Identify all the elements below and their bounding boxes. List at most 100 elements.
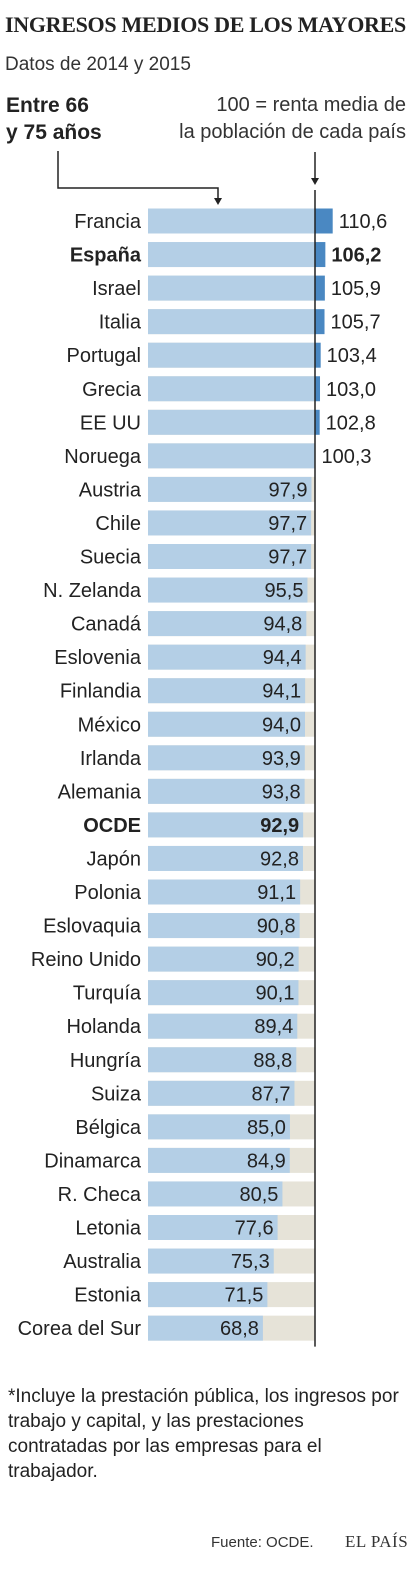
value-label-francia: 110,6 — [339, 211, 388, 233]
category-label-japon: Japón — [87, 848, 142, 870]
value-label-r-checa: 80,5 — [239, 1184, 278, 1206]
category-label-noruega: Noruega — [64, 446, 142, 468]
age-group-label: Entre 66 y 75 años — [6, 94, 102, 144]
bar-japon — [148, 845, 303, 871]
group-label-connector — [57, 151, 219, 200]
category-label-austria: Austria — [79, 479, 142, 501]
bar-irlanda — [148, 745, 305, 771]
category-label-eslovenia: Eslovenia — [54, 647, 142, 669]
category-label-espana: España — [70, 245, 142, 267]
category-label-alemania: Alemania — [58, 781, 142, 803]
bar-australia — [148, 1248, 274, 1274]
bar-italia — [148, 309, 315, 335]
footnote: *Incluye la prestación pública, los ingr… — [8, 1386, 399, 1482]
bar-dinamarca — [148, 1147, 290, 1173]
value-label-japon: 92,8 — [260, 848, 299, 870]
value-label-eslovaquia: 90,8 — [257, 916, 296, 938]
bar-espana — [148, 242, 315, 268]
publisher-brand: EL PAÍS — [345, 1532, 409, 1551]
bar-estonia — [148, 1282, 268, 1308]
bar-corea-del-sur — [148, 1315, 263, 1341]
value-label-chile: 97,7 — [268, 513, 307, 535]
category-label-r-checa: R. Checa — [58, 1184, 142, 1206]
value-label-polonia: 91,1 — [257, 882, 296, 904]
value-label-australia: 75,3 — [231, 1251, 270, 1273]
category-label-ocde: OCDE — [83, 815, 141, 837]
category-label-mexico: México — [78, 714, 141, 736]
bar-excess-italia — [315, 309, 325, 335]
value-label-suecia: 97,7 — [268, 547, 307, 569]
bar-eslovenia — [148, 644, 306, 670]
bar-israel — [148, 275, 315, 301]
source-credit: Fuente: OCDE. — [211, 1534, 314, 1551]
bar-letonia — [148, 1215, 278, 1240]
category-label-suiza: Suiza — [91, 1083, 142, 1105]
bar-finlandia — [148, 678, 306, 704]
bar-francia — [148, 208, 315, 234]
bar-austria — [148, 476, 312, 502]
bar-eslovaquia — [148, 913, 300, 939]
value-label-dinamarca: 84,9 — [247, 1150, 286, 1172]
category-label-letonia: Letonia — [75, 1218, 141, 1240]
value-label-austria: 97,9 — [269, 479, 308, 501]
category-label-turquia: Turquía — [73, 983, 142, 1005]
value-label-ee-uu: 102,8 — [326, 412, 376, 434]
value-label-suiza: 87,7 — [252, 1083, 291, 1105]
category-label-portugal: Portugal — [67, 345, 142, 367]
category-label-hungria: Hungría — [70, 1050, 142, 1072]
bar-excess-grecia — [315, 376, 321, 402]
bar-reino-unido — [148, 946, 299, 972]
category-label-ee-uu: EE UU — [80, 412, 141, 434]
category-label-estonia: Estonia — [74, 1285, 142, 1307]
chart-subtitle: Datos de 2014 y 2015 — [5, 54, 191, 75]
value-label-finlandia: 94,1 — [262, 681, 301, 703]
category-label-israel: Israel — [92, 278, 141, 300]
bar-chile — [148, 510, 312, 536]
value-label-hungria: 88,8 — [253, 1050, 292, 1072]
value-label-canada: 94,8 — [263, 614, 302, 636]
bar-holanda — [148, 1013, 298, 1039]
value-label-turquia: 90,1 — [256, 983, 295, 1005]
value-label-letonia: 77,6 — [235, 1218, 274, 1240]
value-label-reino-unido: 90,2 — [256, 949, 295, 971]
value-label-belgica: 85,0 — [247, 1117, 286, 1139]
bar-mexico — [148, 711, 305, 737]
bar-belgica — [148, 1114, 290, 1140]
value-label-espana: 106,2 — [331, 245, 381, 267]
bar-suecia — [148, 544, 312, 569]
value-label-n-zelanda: 95,5 — [265, 580, 304, 602]
bar-chart: Francia 110,6 España 106,2 Israel 105,9 Italia… — [18, 151, 388, 1347]
value-label-ocde: 92,9 — [260, 815, 299, 837]
bar-polonia — [148, 879, 301, 905]
category-label-grecia: Grecia — [82, 379, 142, 401]
category-label-finlandia: Finlandia — [60, 681, 142, 703]
value-label-corea-del-sur: 68,8 — [220, 1318, 259, 1340]
bar-n-zelanda — [148, 577, 308, 603]
bar-grecia — [148, 376, 315, 402]
value-label-holanda: 89,4 — [254, 1016, 293, 1038]
category-label-holanda: Holanda — [66, 1016, 141, 1038]
category-label-reino-unido: Reino Unido — [31, 949, 141, 971]
reference-arrowhead — [311, 178, 319, 185]
category-label-polonia: Polonia — [74, 882, 142, 904]
value-label-irlanda: 93,9 — [262, 748, 301, 770]
bar-turquia — [148, 980, 299, 1006]
category-label-dinamarca: Dinamarca — [44, 1150, 142, 1172]
bar-excess-israel — [315, 275, 325, 301]
category-label-irlanda: Irlanda — [80, 748, 142, 770]
bar-ocde — [148, 812, 304, 838]
category-label-corea-del-sur: Corea del Sur — [18, 1318, 142, 1340]
bar-excess-francia — [315, 208, 333, 234]
category-label-n-zelanda: N. Zelanda — [43, 580, 142, 602]
category-label-italia: Italia — [99, 312, 142, 334]
bar-noruega — [148, 443, 315, 469]
category-label-chile: Chile — [95, 513, 141, 535]
value-label-italia: 105,7 — [331, 312, 381, 334]
reference-note: 100 = renta media de la población de cad… — [179, 94, 406, 143]
bar-excess-ee-uu — [315, 409, 320, 435]
value-label-eslovenia: 94,4 — [263, 647, 302, 669]
bar-suiza — [148, 1080, 295, 1106]
bar-r-checa — [148, 1181, 283, 1207]
bar-alemania — [148, 778, 305, 804]
category-label-francia: Francia — [74, 211, 142, 233]
